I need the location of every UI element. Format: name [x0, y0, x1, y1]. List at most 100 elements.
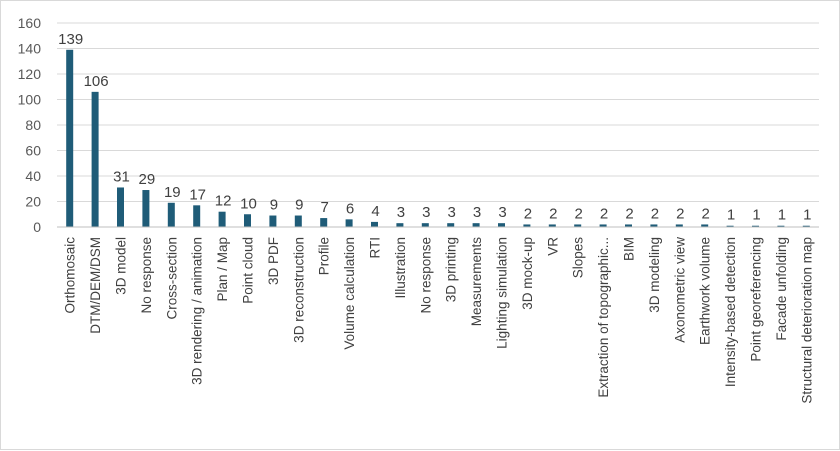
- bar: [650, 224, 658, 227]
- category-label: Facade unfolding: [774, 237, 789, 341]
- category-label: VR: [545, 237, 560, 256]
- data-label: 1: [727, 207, 735, 224]
- bar: [726, 225, 734, 227]
- data-label: 12: [215, 193, 232, 210]
- category-label: Structural deterioration map: [799, 237, 814, 404]
- data-label: 19: [164, 184, 181, 201]
- category-label: 3D model: [114, 237, 129, 295]
- bar: [117, 187, 124, 227]
- data-label: 2: [549, 205, 557, 222]
- bar: [167, 202, 175, 227]
- y-tick-label: 120: [18, 66, 42, 82]
- data-label: 2: [625, 205, 633, 222]
- category-label: Slopes: [571, 237, 586, 279]
- data-label: 3: [397, 204, 405, 221]
- y-tick-label: 40: [25, 168, 41, 184]
- category-label: 3D modeling: [647, 237, 662, 313]
- data-label: 31: [113, 168, 130, 185]
- category-label: Extraction of topographic...: [596, 237, 611, 398]
- category-label: Axonometric view: [672, 237, 687, 343]
- category-label: Earthwork volume: [698, 237, 713, 345]
- bar: [294, 215, 302, 227]
- bar: [396, 223, 404, 227]
- category-label: RTI: [368, 237, 383, 259]
- category-label: BIM: [622, 237, 637, 261]
- data-label: 1: [752, 207, 760, 224]
- category-label: Volume calculation: [342, 237, 357, 350]
- bar: [548, 224, 556, 227]
- category-label: No response: [418, 237, 433, 314]
- category-label: Plan / Map: [215, 237, 230, 302]
- y-tick-label: 160: [18, 15, 42, 31]
- data-label: 1: [778, 207, 786, 224]
- category-label: 3D printing: [444, 237, 459, 302]
- bar: [625, 224, 632, 227]
- bar: [244, 214, 251, 227]
- y-tick-label: 20: [25, 194, 41, 210]
- category-label: Profile: [317, 237, 332, 275]
- bar: [574, 224, 582, 227]
- category-label: Intensity-based detection: [723, 237, 738, 387]
- category-label: Measurements: [469, 237, 484, 327]
- bar: [802, 225, 810, 227]
- data-label: 17: [189, 186, 206, 203]
- y-tick-label: 80: [25, 117, 41, 133]
- data-label: 1: [803, 207, 811, 224]
- data-label: 9: [295, 197, 303, 214]
- data-label: 2: [702, 205, 710, 222]
- category-label: 3D rendering / animation: [190, 237, 205, 385]
- bar: [675, 224, 683, 227]
- category-label: No response: [139, 237, 154, 314]
- bar: [447, 223, 455, 227]
- bar: [371, 221, 378, 227]
- data-label: 10: [240, 195, 257, 212]
- bar: [320, 218, 328, 227]
- bar: [66, 49, 74, 228]
- bar: [218, 211, 226, 227]
- data-label: 2: [575, 205, 583, 222]
- bar: [91, 91, 99, 227]
- data-label: 139: [58, 31, 83, 48]
- category-label: Point cloud: [241, 237, 256, 304]
- data-label: 2: [600, 205, 608, 222]
- y-tick-label: 140: [18, 41, 42, 57]
- bar: [599, 224, 607, 227]
- category-label: Illustration: [393, 237, 408, 299]
- bars: [66, 49, 810, 228]
- category-label: Cross-section: [164, 237, 179, 320]
- bar: [752, 225, 759, 227]
- y-axis-ticks: 0 20 40 60 80 100 120 140 160: [18, 15, 42, 235]
- bar: [421, 223, 429, 227]
- bar: [193, 205, 201, 227]
- data-label: 3: [448, 204, 456, 221]
- gridlines: [57, 22, 819, 202]
- category-label: Lighting simulation: [495, 237, 510, 349]
- category-label: 3D reconstruction: [291, 237, 306, 343]
- bar: [269, 215, 277, 227]
- y-tick-label: 100: [18, 92, 42, 108]
- data-label: 9: [270, 197, 278, 214]
- y-tick-label: 0: [33, 219, 41, 235]
- bar: [701, 224, 709, 227]
- bar: [345, 219, 353, 227]
- data-label: 3: [422, 204, 430, 221]
- bar: [777, 225, 785, 227]
- data-label: 3: [473, 204, 481, 221]
- category-label: 3D PDF: [266, 237, 281, 285]
- bar: [472, 223, 480, 227]
- data-label: 6: [346, 200, 354, 217]
- bar: [523, 224, 531, 227]
- category-labels: Orthomosaic DTM/DEM/DSM 3D model No respons…: [63, 237, 815, 404]
- data-label: 2: [676, 205, 684, 222]
- bar: [142, 190, 150, 227]
- y-tick-label: 60: [25, 143, 41, 159]
- data-label: 2: [524, 205, 532, 222]
- bar: [498, 223, 505, 227]
- category-label: 3D mock-up: [520, 237, 535, 310]
- data-label: 4: [371, 203, 379, 220]
- category-label: Orthomosaic: [63, 237, 78, 314]
- category-label: Point georeferencing: [749, 237, 764, 362]
